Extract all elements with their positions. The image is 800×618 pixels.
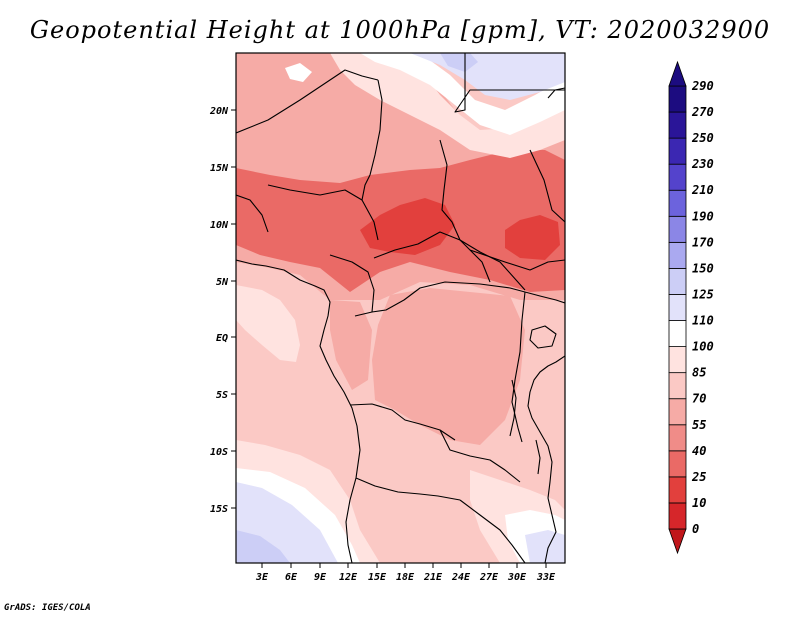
height-field (236, 53, 565, 563)
border-botswana (459, 499, 526, 563)
field-blue-sw (236, 530, 290, 563)
colorbar-swatch (668, 398, 687, 426)
field-blue-north (440, 53, 478, 72)
colorbar-swatch (668, 424, 687, 452)
colorbar-swatch (668, 372, 687, 400)
lon-tick-label: 9E (314, 572, 327, 583)
colorbar-swatch (668, 163, 687, 191)
colorbar: 0 10 25 40 55 70 85 100 110 125 150 170 190 210 230 250… (668, 60, 714, 555)
field-lavender-se (525, 530, 565, 563)
colorbar-swatch (668, 137, 687, 165)
colorbar-label: 25 (691, 470, 706, 484)
grads-credit: GrADS: IGES/COLA (4, 603, 91, 613)
border-south-sudan (469, 249, 565, 271)
colorbar-label: 125 (692, 287, 714, 301)
border-sudan-ethiopia (529, 149, 565, 223)
lon-tick-label: 30E (507, 572, 527, 583)
colorbar-label: 55 (692, 418, 706, 432)
lon-tick-label: 3E (255, 572, 269, 583)
colorbar-label: 10 (692, 496, 706, 510)
colorbar-swatch (668, 189, 687, 217)
border-libya-sudan (369, 79, 383, 176)
colorbar-swatch (668, 85, 687, 113)
colorbar-label: 190 (692, 209, 714, 223)
chart-title: Geopotential Height at 1000hPa [gpm], VT… (29, 16, 771, 44)
coastline-west-africa (236, 259, 361, 563)
field-core-chad-car (360, 198, 455, 255)
lon-tick-label: 18E (396, 572, 415, 583)
border-chad-sudan (439, 139, 491, 283)
colorbar-cap-high (668, 60, 687, 87)
lon-tick-label: 33E (536, 572, 556, 583)
lat-tick-label: 20N (209, 106, 229, 117)
lon-tick-labels: 3E 6E 9E 12E 15E 18E 21E 24E 27E 30E 33E (255, 572, 556, 583)
map-frame (235, 52, 566, 564)
border-zambia (439, 429, 521, 483)
field-white-north (360, 53, 565, 135)
border-nigeria (267, 184, 363, 201)
colorbar-swatch (668, 268, 687, 295)
colorbar-label: 100 (692, 340, 714, 354)
lat-tick-label: 15S (210, 504, 228, 515)
field-core-sudan (505, 215, 560, 260)
lat-tick-label: 10N (210, 220, 229, 231)
border-car (373, 231, 526, 291)
colorbar-label: 70 (692, 392, 706, 406)
colorbar-swatch (668, 450, 687, 478)
lat-tick-label: 10S (210, 447, 228, 458)
field-congo-basin (372, 288, 525, 445)
colorbar-label: 250 (691, 131, 714, 145)
lon-tick-label: 15E (368, 572, 387, 583)
colorbar-swatch (668, 241, 687, 269)
border-drc-north (371, 281, 526, 313)
coastline-east-africa (527, 355, 565, 563)
colorbar-label: 210 (691, 183, 714, 197)
lake-tanganyika (509, 379, 517, 437)
border-algeria-niger (236, 69, 379, 134)
lon-tick-label: 24E (451, 572, 471, 583)
field-west-coast-pink (236, 285, 300, 362)
colorbar-swatch (668, 502, 687, 530)
colorbar-label: 0 (692, 522, 699, 536)
lake-victoria (529, 325, 557, 349)
lat-tick-label: 5S (216, 390, 228, 401)
colorbar-swatch (668, 346, 687, 374)
lat-tick-label: 5N (216, 277, 229, 288)
border-cameroon (329, 254, 375, 317)
border-uganda-kenya (524, 291, 565, 304)
colorbar-label: 40 (692, 444, 706, 458)
colorbar-swatch (668, 476, 687, 504)
lat-tick-labels: 20N 15N 10N 5N EQ 5S 10S 15S (209, 106, 229, 515)
border-mali-burkina (236, 194, 269, 233)
colorbar-label: 270 (691, 105, 714, 119)
lake-malawi (535, 439, 541, 475)
colorbar-swatch (668, 215, 687, 243)
lat-tick-label: EQ (216, 333, 228, 344)
colorbar-label: 85 (692, 366, 706, 380)
border-namibia (355, 477, 461, 501)
colorbar-label: 230 (691, 157, 714, 171)
lat-tick-label: 15N (210, 163, 229, 174)
coastlines-borders (236, 53, 565, 563)
lon-tick-label: 12E (339, 572, 358, 583)
colorbar-cap-low (668, 528, 687, 555)
colorbar-swatch (668, 294, 687, 321)
colorbar-label: 150 (692, 261, 714, 275)
border-egypt-sudan (454, 53, 565, 113)
lon-tick-label: 27E (479, 572, 499, 583)
colorbar-swatch (668, 320, 687, 347)
field-west-interior (330, 300, 372, 390)
lon-tick-label: 21E (423, 572, 443, 583)
colorbar-label: 290 (691, 79, 714, 93)
axis-ticks (231, 109, 547, 568)
border-drc-east (511, 291, 526, 443)
colorbar-label: 170 (692, 235, 714, 249)
colorbar-label: 110 (692, 314, 714, 328)
field-white-patch-nw (285, 63, 312, 82)
lon-tick-label: 6E (285, 572, 298, 583)
colorbar-swatch (668, 111, 687, 139)
